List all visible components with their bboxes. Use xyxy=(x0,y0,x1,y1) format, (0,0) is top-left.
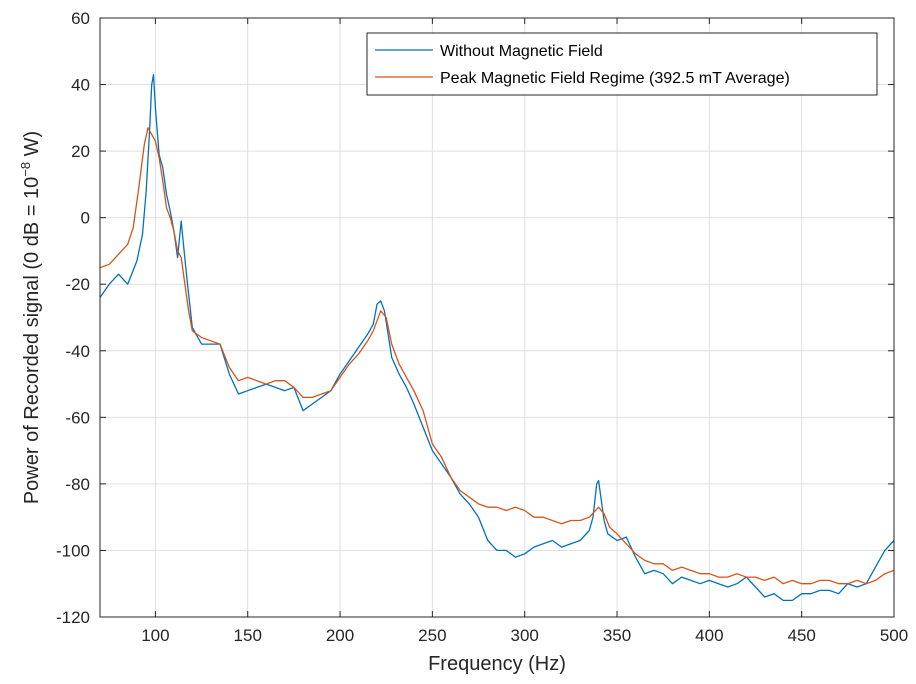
y-axis-label: Power of Recorded signal (0 dB = 10−8 W) xyxy=(18,131,43,504)
y-tick-label: -40 xyxy=(65,342,90,361)
x-axis-label: Frequency (Hz) xyxy=(428,653,566,675)
axis-ticks: 100 150 200 250 300 350 400 450 500-120-100-80-6… xyxy=(56,9,908,645)
y-tick-label: 0 xyxy=(81,209,90,228)
x-tick-label: 200 xyxy=(326,626,354,645)
x-tick-label: 300 xyxy=(511,626,539,645)
x-tick-label: 400 xyxy=(695,626,723,645)
x-tick-label: 250 xyxy=(418,626,446,645)
y-tick-label: 40 xyxy=(71,76,90,95)
series-line-1 xyxy=(99,127,895,585)
legend-entry-without-field: Without Magnetic Field xyxy=(440,43,603,60)
plot-area xyxy=(100,18,894,617)
y-tick-label: -60 xyxy=(65,408,90,427)
legend-box xyxy=(366,32,878,96)
y-axis-label-suffix: W) xyxy=(21,131,43,162)
y-tick-label: -80 xyxy=(65,475,90,494)
plot-frame xyxy=(99,17,895,618)
y-axis-label-exponent: −8 xyxy=(18,162,33,177)
y-tick-label: 20 xyxy=(71,142,90,161)
series-layer xyxy=(99,73,895,602)
x-tick-label: 100 xyxy=(141,626,169,645)
x-tick-label: 450 xyxy=(787,626,815,645)
y-tick-label: -100 xyxy=(56,541,90,560)
legend: Without Magnetic Field Peak Magnetic Fie… xyxy=(366,32,878,96)
legend-entry-peak-field: Peak Magnetic Field Regime (392.5 mT Ave… xyxy=(440,70,790,87)
y-tick-label: -120 xyxy=(56,608,90,627)
y-axis-label-prefix: Power of Recorded signal (0 dB = 10 xyxy=(21,177,43,504)
y-tick-label: 60 xyxy=(71,9,90,28)
y-tick-label: -20 xyxy=(65,275,90,294)
x-tick-label: 350 xyxy=(603,626,631,645)
x-tick-label: 150 xyxy=(234,626,262,645)
x-tick-label: 500 xyxy=(880,626,908,645)
